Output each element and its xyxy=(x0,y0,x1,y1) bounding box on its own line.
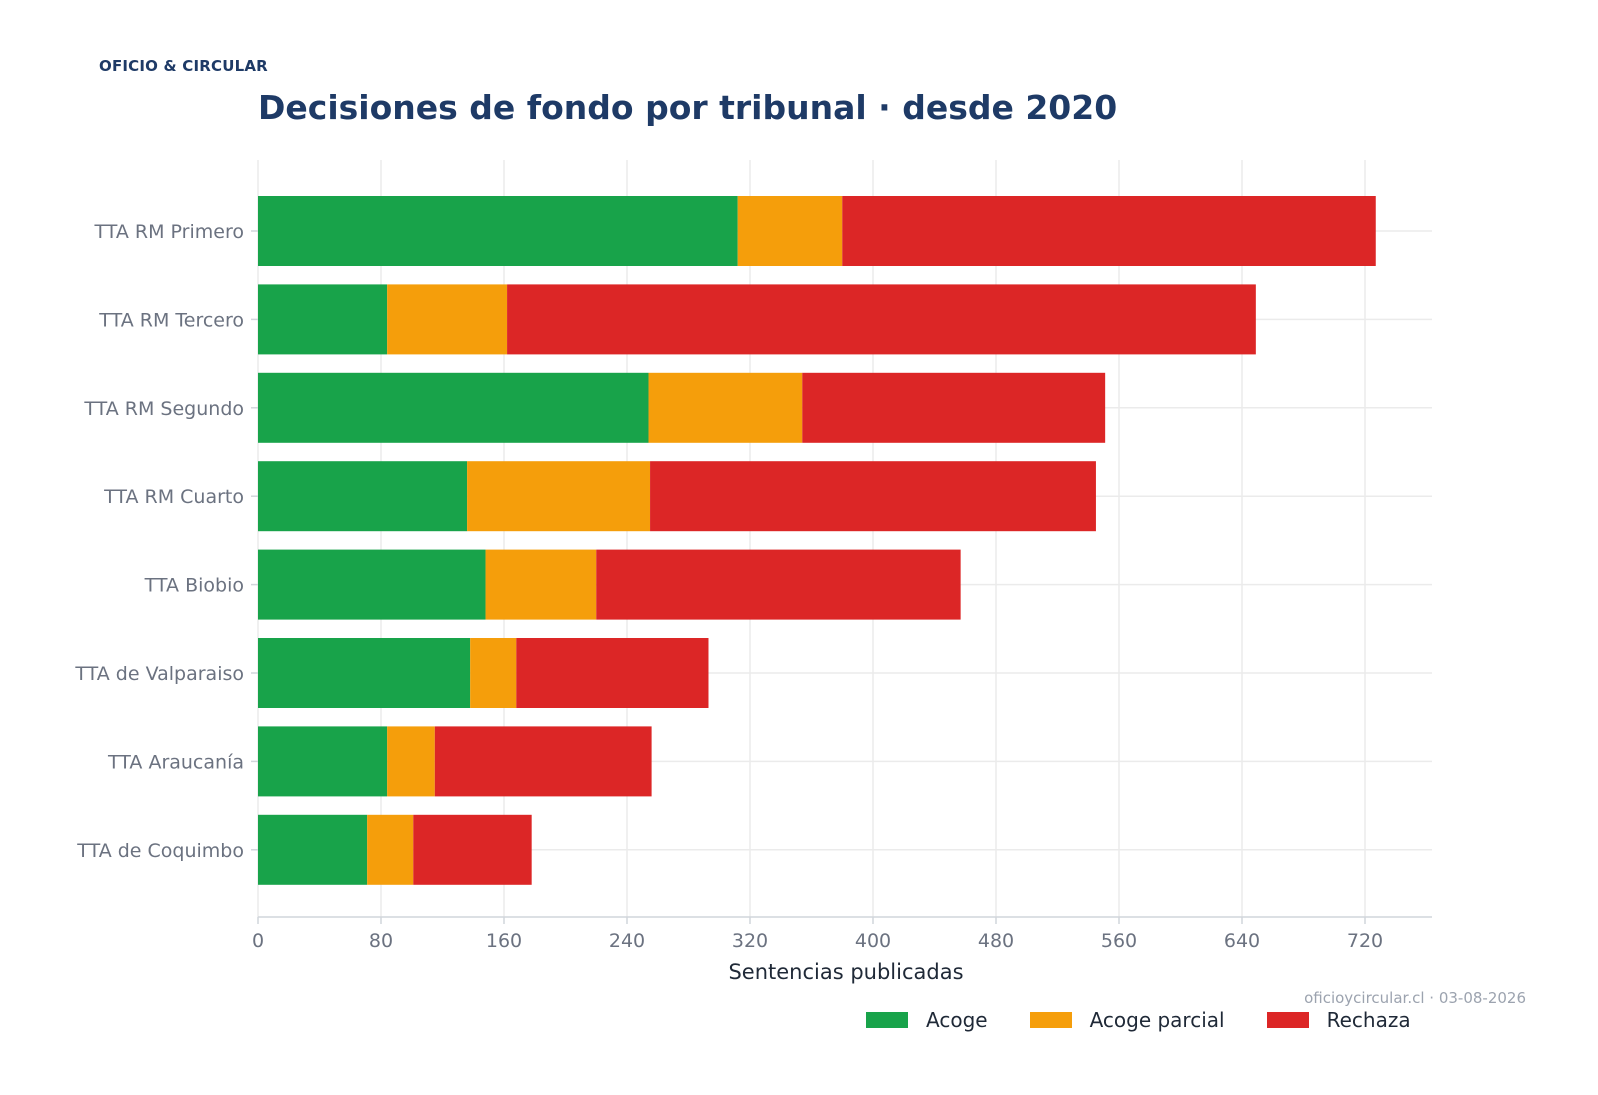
bar-acoge xyxy=(258,638,471,708)
bar-acoge xyxy=(258,549,486,620)
x-tick-label: 400 xyxy=(855,930,891,952)
bars xyxy=(258,196,1376,885)
bar-acoge-parcial xyxy=(387,284,508,355)
bar-acoge xyxy=(258,461,468,532)
legend-label-rechaza: Rechaza xyxy=(1326,1008,1411,1032)
legend-item-acoge: Acoge xyxy=(866,1008,988,1032)
category-label: TTA Araucanía xyxy=(107,751,244,773)
category-label: TTA de Coquimbo xyxy=(76,840,244,862)
bar-acoge-parcial xyxy=(470,638,517,708)
bar-acoge-parcial xyxy=(467,461,651,532)
bar-rechaza xyxy=(842,196,1376,266)
x-axis-title: Sentencias publicadas xyxy=(728,960,963,984)
x-tick-label: 640 xyxy=(1224,930,1260,952)
bar-acoge xyxy=(258,372,649,443)
legend-swatch-acoge xyxy=(866,1012,908,1028)
bar-acoge-parcial xyxy=(485,549,597,620)
legend-item-rechaza: Rechaza xyxy=(1266,1008,1411,1032)
category-label: TTA RM Tercero xyxy=(98,309,244,331)
category-label: TTA RM Segundo xyxy=(83,398,244,420)
bar-acoge xyxy=(258,726,388,797)
x-tick-label: 0 xyxy=(252,930,264,952)
axes: 0 80 160 240 320 400 480 560 640 720 TTA RM Primer… xyxy=(74,221,1432,952)
x-tick-label: 720 xyxy=(1347,930,1383,952)
bar-rechaza xyxy=(596,549,961,620)
bar-rechaza xyxy=(413,814,532,885)
bar-acoge xyxy=(258,196,738,266)
category-label: TTA Biobio xyxy=(144,575,244,597)
legend-label-acoge: Acoge xyxy=(926,1008,988,1032)
chart-title: Decisiones de fondo por tribunal · desde… xyxy=(258,88,1118,127)
bar-acoge-parcial xyxy=(737,196,843,266)
x-tick-label: 480 xyxy=(978,930,1014,952)
brand-label: OFICIO & CIRCULAR xyxy=(99,57,268,75)
legend-item-acoge-parcial: Acoge parcial xyxy=(1029,1008,1225,1032)
legend-swatch-acoge-parcial xyxy=(1029,1012,1072,1028)
bar-rechaza xyxy=(802,372,1106,443)
bar-acoge-parcial xyxy=(648,372,803,443)
x-tick-label: 160 xyxy=(486,930,522,952)
bar-acoge-parcial xyxy=(387,726,435,797)
source-credit: oficioycircular.cl · 03-08-2026 xyxy=(1304,989,1526,1007)
category-label: TTA de Valparaiso xyxy=(74,663,244,685)
x-tick-label: 240 xyxy=(609,930,645,952)
grid-lines xyxy=(257,160,1432,917)
x-tick-label: 560 xyxy=(1101,930,1137,952)
legend-label-acoge-parcial: Acoge parcial xyxy=(1089,1008,1225,1032)
bar-acoge xyxy=(258,284,388,355)
bar-rechaza xyxy=(516,638,709,708)
legend-swatch-rechaza xyxy=(1266,1012,1309,1028)
bar-acoge-parcial xyxy=(367,814,414,885)
category-label: TTA RM Cuarto xyxy=(103,486,244,508)
x-tick-label: 80 xyxy=(369,930,393,952)
bar-rechaza xyxy=(434,726,652,797)
bar-rechaza xyxy=(507,284,1256,355)
category-label: TTA RM Primero xyxy=(93,221,244,243)
legend: Acoge Acoge parcial Rechaza xyxy=(866,1008,1453,1032)
bar-rechaza xyxy=(650,461,1096,532)
bar-acoge xyxy=(258,814,368,885)
x-tick-label: 320 xyxy=(732,930,768,952)
